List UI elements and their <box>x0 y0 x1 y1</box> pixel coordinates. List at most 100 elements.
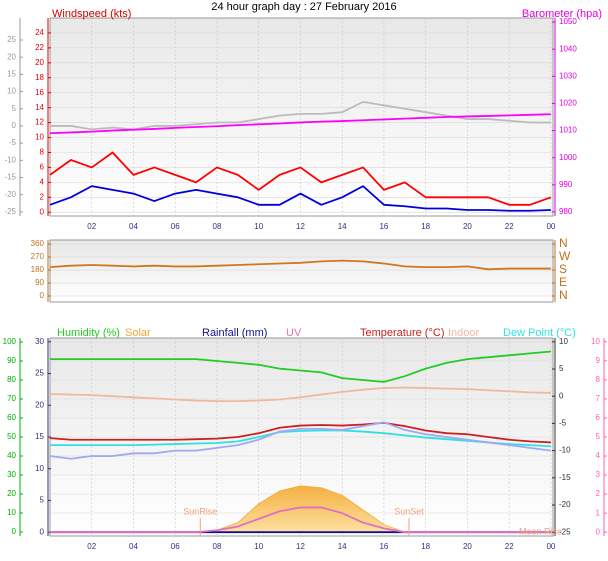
y-tick-label: 3 <box>596 470 601 479</box>
x-tick-label: 00 <box>546 222 555 231</box>
line <box>50 506 551 534</box>
y-tick-label: 10 <box>35 464 44 473</box>
y-tick-label: 0 <box>12 527 17 536</box>
line <box>49 421 551 444</box>
y-tick-label: E <box>559 275 567 289</box>
y-tick-label: 1020 <box>559 99 577 108</box>
y-tick-label: 20 <box>7 489 16 498</box>
y-tick-label: 9 <box>596 356 601 365</box>
line <box>49 185 551 212</box>
y-tick-label: -5 <box>559 419 567 428</box>
x-tick-label: 16 <box>379 222 388 231</box>
legend-entry: Humidity (%) <box>57 327 120 339</box>
y-tick-label: 12 <box>35 118 44 127</box>
x-tick-label: 08 <box>213 542 222 551</box>
y-tick-label: 10 <box>7 508 16 517</box>
y-tick-label: 1 <box>596 508 601 517</box>
legend-entry: Rainfall (mm) <box>202 327 267 339</box>
y-tick-label: 7 <box>596 394 601 403</box>
y-tick-label: 60 <box>7 413 16 422</box>
y-tick-label: 0 <box>40 207 45 216</box>
y-axis-label: Windspeed (kts) <box>52 8 131 20</box>
y-tick-label: 16 <box>35 88 44 97</box>
x-tick-label: 22 <box>505 222 514 231</box>
plot-area <box>49 239 554 303</box>
x-tick-label: 12 <box>296 542 305 551</box>
y-tick-label: 50 <box>7 432 16 441</box>
y-tick-label: 14 <box>35 103 44 112</box>
line <box>49 151 552 206</box>
line <box>49 386 551 402</box>
y-tick-label: 80 <box>7 375 16 384</box>
x-tick-label: 20 <box>463 222 472 231</box>
y-tick-label: 30 <box>35 337 44 346</box>
legend-entry: Dew Point (°C) <box>503 327 576 339</box>
line <box>49 421 552 460</box>
y-tick-label: 1030 <box>559 71 577 80</box>
y-tick-label: 24 <box>35 28 44 37</box>
y-tick-label: 90 <box>35 278 44 287</box>
y-tick-label: -25 <box>4 207 16 216</box>
line <box>49 259 551 271</box>
legend-entry: Temperature (°C) <box>360 327 444 339</box>
y-tick-label: 5 <box>12 104 17 113</box>
x-tick-label: 06 <box>171 542 180 551</box>
x-tick-label: 14 <box>338 542 347 551</box>
y-tick-label: 5 <box>559 364 564 373</box>
y-tick-label: 10 <box>559 337 568 346</box>
y-tick-label: N <box>559 288 568 302</box>
y-tick-label: 6 <box>40 163 45 172</box>
y-tick-label: 2 <box>596 489 601 498</box>
x-tick-label: 10 <box>254 542 263 551</box>
y2-axis-label: Barometer (hpa) <box>522 8 602 20</box>
line <box>49 113 551 135</box>
annotation: SunSet <box>394 506 424 516</box>
y-tick-label: -20 <box>4 190 16 199</box>
y-tick-label: N <box>559 236 568 250</box>
x-tick-label: 20 <box>463 542 472 551</box>
legend-entry: Indoor <box>448 327 480 339</box>
x-tick-label: 04 <box>129 222 138 231</box>
y-tick-label: 20 <box>35 400 44 409</box>
y-tick-label: 360 <box>31 239 45 248</box>
line <box>50 350 551 383</box>
y-tick-label: 4 <box>596 451 601 460</box>
legend-entry: UV <box>286 327 302 339</box>
y-tick-label: 10 <box>35 133 44 142</box>
x-tick-label: 08 <box>213 222 222 231</box>
x-tick-label: 22 <box>505 542 514 551</box>
y-tick-label: -10 <box>559 446 571 455</box>
legend-entry: Solar <box>125 327 151 339</box>
x-tick-label: 18 <box>421 222 430 231</box>
y-tick-label: S <box>559 262 567 276</box>
y-tick-label: 70 <box>7 394 16 403</box>
y-tick-label: 1000 <box>559 153 577 162</box>
y-tick-label: 270 <box>31 252 45 261</box>
y-tick-label: 5 <box>596 432 601 441</box>
y-tick-label: 0 <box>596 527 601 536</box>
y-tick-label: 10 <box>591 337 600 346</box>
y-tick-label: 22 <box>35 43 44 52</box>
y-tick-label: 20 <box>35 58 44 67</box>
x-tick-label: 04 <box>129 542 138 551</box>
y-tick-label: 15 <box>35 432 44 441</box>
y-tick-label: 20 <box>7 52 16 61</box>
y-tick-label: -10 <box>4 155 16 164</box>
x-tick-label: 00 <box>546 542 555 551</box>
y-tick-label: 40 <box>7 451 16 460</box>
y-tick-label: 0 <box>12 121 17 130</box>
y-tick-label: 0 <box>40 291 45 300</box>
y-tick-label: W <box>559 249 571 263</box>
y-tick-label: 6 <box>596 413 601 422</box>
y-tick-label: 990 <box>559 180 573 189</box>
chart-title: 24 hour graph day : 27 February 2016 <box>211 1 396 13</box>
y-tick-label: 90 <box>7 356 16 365</box>
y-tick-label: 18 <box>35 73 44 82</box>
y-tick-label: 0 <box>559 391 564 400</box>
y-tick-label: 25 <box>7 35 16 44</box>
y-tick-label: 8 <box>596 375 601 384</box>
y-tick-label: 1040 <box>559 44 577 53</box>
x-tick-label: 06 <box>171 222 180 231</box>
